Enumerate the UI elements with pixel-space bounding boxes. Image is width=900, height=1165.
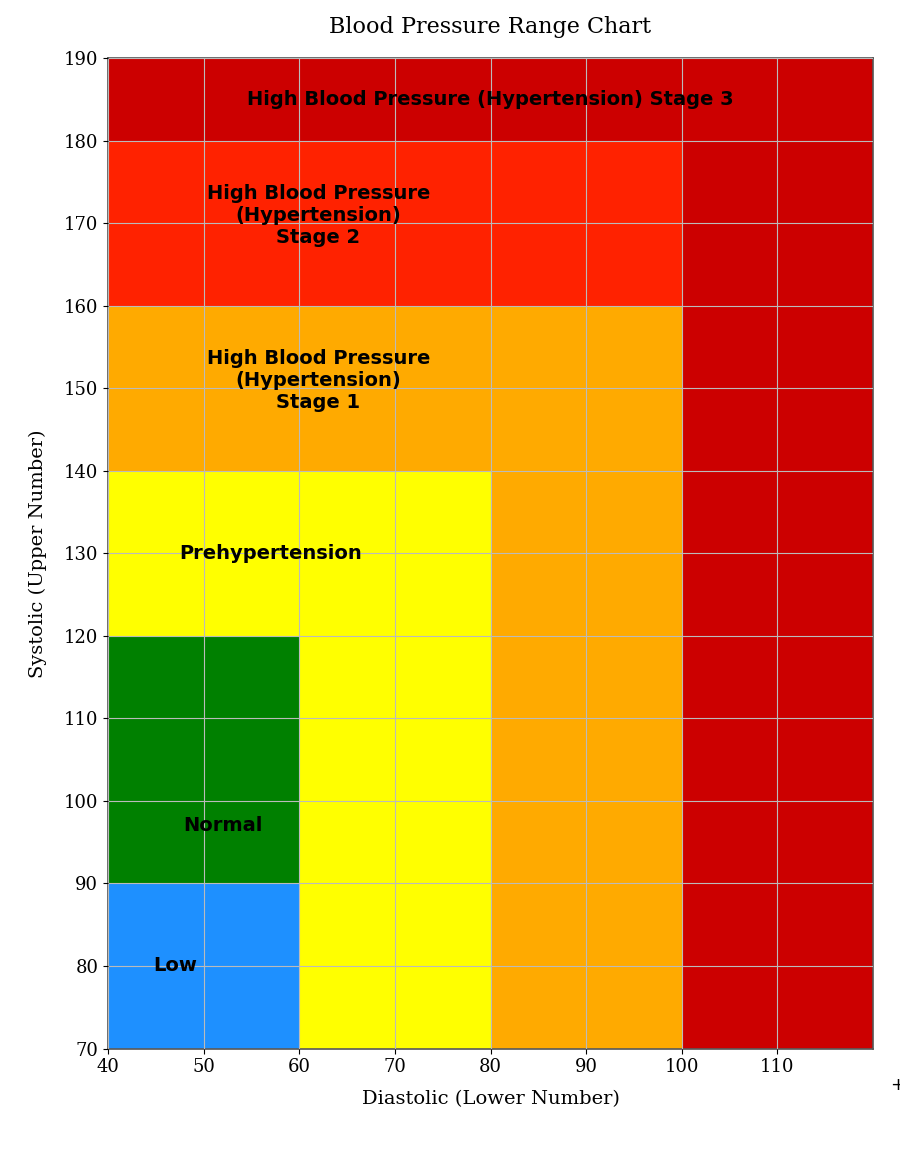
Text: Prehypertension: Prehypertension — [179, 544, 362, 563]
Bar — [108, 636, 299, 1048]
Bar — [108, 471, 491, 1048]
X-axis label: Diastolic (Lower Number): Diastolic (Lower Number) — [362, 1090, 619, 1108]
Text: High Blood Pressure (Hypertension) Stage 3: High Blood Pressure (Hypertension) Stage… — [248, 90, 734, 110]
Bar — [108, 306, 682, 1048]
Text: Low: Low — [153, 956, 197, 975]
Text: High Blood Pressure
(Hypertension)
Stage 1: High Blood Pressure (Hypertension) Stage… — [207, 348, 430, 411]
Bar — [108, 141, 682, 1048]
Bar — [108, 883, 299, 1048]
Text: Normal: Normal — [183, 817, 263, 835]
Text: High Blood Pressure
(Hypertension)
Stage 2: High Blood Pressure (Hypertension) Stage… — [207, 184, 430, 247]
Title: Blood Pressure Range Chart: Blood Pressure Range Chart — [329, 16, 652, 38]
Text: +: + — [890, 1076, 900, 1094]
Y-axis label: Systolic (Upper Number): Systolic (Upper Number) — [29, 429, 47, 678]
